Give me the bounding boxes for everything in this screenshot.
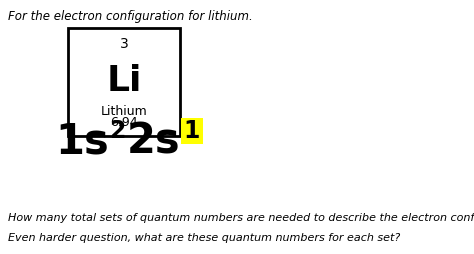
Text: 6.94: 6.94 (110, 116, 138, 129)
Bar (68, 29, 180, 136)
Text: 1: 1 (184, 119, 200, 142)
Text: How many total sets of quantum numbers are needed to describe the electron confi: How many total sets of quantum numbers a… (8, 212, 474, 222)
Text: 2: 2 (109, 119, 126, 142)
Text: Li: Li (106, 64, 142, 98)
Bar (181, 119, 203, 145)
Text: Lithium: Lithium (100, 104, 147, 117)
Text: 2s: 2s (127, 121, 181, 162)
Text: Even harder question, what are these quantum numbers for each set?: Even harder question, what are these qua… (8, 232, 400, 242)
Text: 3: 3 (119, 37, 128, 51)
Text: For the electron configuration for lithium.: For the electron configuration for lithi… (8, 10, 253, 23)
Text: 1s: 1s (55, 121, 109, 162)
